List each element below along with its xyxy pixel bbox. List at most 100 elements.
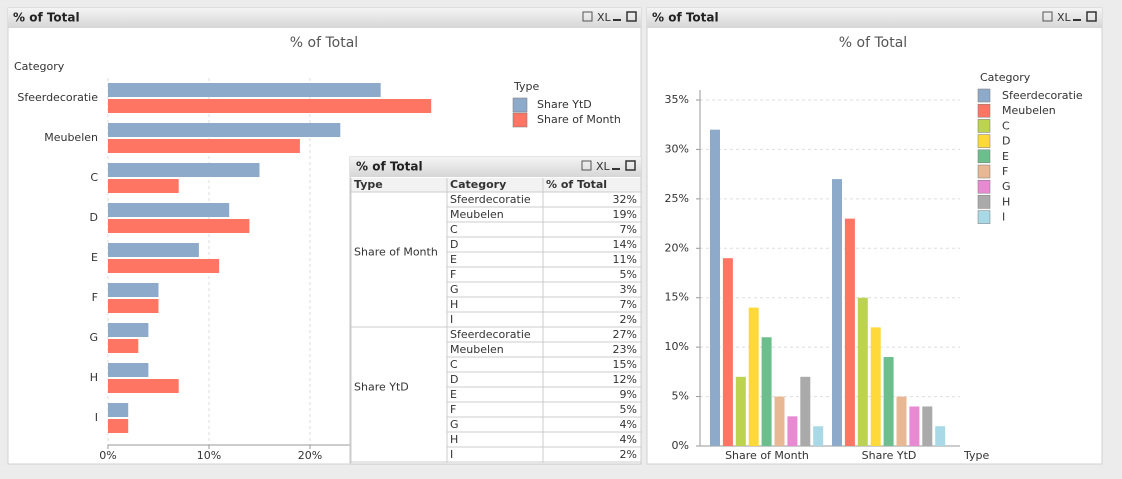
export-icon[interactable]: XL (1057, 11, 1072, 24)
print-icon[interactable] (582, 11, 593, 22)
export-icon[interactable]: XL (597, 11, 612, 24)
print-icon[interactable] (1042, 11, 1053, 22)
bar (922, 406, 933, 446)
cell: F (450, 403, 456, 416)
bar (108, 123, 341, 137)
bar (108, 243, 199, 257)
bar (748, 307, 759, 446)
cell: 14% (613, 238, 637, 251)
window-title: % of Total (356, 160, 423, 174)
legend-label: H (1002, 195, 1010, 208)
cell: 27% (613, 328, 637, 341)
table-header (351, 178, 641, 192)
y-tick-label: G (89, 331, 98, 344)
y-tick-label: H (90, 371, 98, 384)
window-header (350, 157, 641, 177)
x-tick-label: Share of Month (725, 449, 809, 462)
y-tick-label: 5% (672, 390, 689, 403)
cell: 5% (620, 403, 637, 416)
table-window: % of Total XL Type Category % of Total Shar… (349, 156, 642, 465)
cell: 5% (620, 268, 637, 281)
legend-swatch (977, 103, 991, 118)
y-tick-label: D (90, 211, 98, 224)
chart-title: % of Total (839, 35, 907, 51)
x-tick-label: 10% (197, 449, 221, 462)
x-tick-label: 20% (298, 449, 322, 462)
cell: 2% (620, 313, 637, 326)
cell: I (450, 313, 453, 326)
legend-swatch (977, 149, 991, 164)
column-header: % of Total (546, 178, 607, 191)
bar (787, 416, 798, 446)
cell: 9% (620, 388, 637, 401)
bar (108, 323, 149, 337)
chart-title: % of Total (290, 35, 358, 51)
bar (108, 83, 381, 97)
maximize-icon[interactable] (1086, 11, 1097, 22)
column-header: Type (354, 178, 383, 191)
cell: 11% (613, 253, 637, 266)
export-icon[interactable]: XL (596, 160, 611, 173)
y-tick-label: Sfeerdecoratie (17, 91, 98, 104)
minimize-icon[interactable] (612, 168, 620, 170)
bar (870, 327, 881, 446)
bar (108, 339, 139, 353)
bar (800, 376, 811, 446)
axis-label: Type (963, 449, 989, 462)
bar (108, 219, 250, 233)
cell: D (450, 238, 458, 251)
cell: Meubelen (450, 208, 504, 221)
cell: E (450, 253, 457, 266)
bar (108, 179, 179, 193)
bar (108, 299, 159, 313)
bar (108, 259, 220, 273)
legend-title: Category (980, 71, 1031, 84)
window-title: % of Total (13, 11, 80, 25)
minimize-icon[interactable] (1073, 19, 1081, 21)
maximize-icon[interactable] (626, 11, 637, 22)
cell: I (450, 448, 453, 461)
y-tick-label: E (91, 251, 98, 264)
bar (844, 218, 855, 446)
cell: 7% (620, 223, 637, 236)
legend-swatch (977, 88, 991, 103)
window-header (8, 8, 641, 28)
print-icon[interactable] (581, 160, 592, 171)
cell: Sfeerdecoratie (450, 193, 531, 206)
x-tick-label: 0% (99, 449, 116, 462)
bar (108, 139, 300, 153)
bar (896, 396, 907, 446)
legend-swatch (512, 112, 528, 128)
cell: Share of Month (354, 246, 438, 259)
bar (813, 426, 824, 446)
x-tick-label: Share YtD (862, 449, 917, 462)
legend-label: G (1002, 180, 1011, 193)
bar (108, 403, 129, 417)
bar (832, 179, 842, 447)
bar (710, 129, 720, 446)
bar (909, 406, 920, 446)
cell: Share YtD (354, 381, 409, 394)
cell: H (450, 298, 458, 311)
bar (108, 203, 230, 217)
cell: 4% (620, 433, 637, 446)
y-tick-label: 20% (665, 241, 689, 254)
bar (761, 337, 772, 446)
legend-swatch (977, 164, 991, 179)
bar (735, 376, 746, 446)
y-tick-label: 15% (665, 291, 689, 304)
column-header: Category (450, 178, 506, 191)
y-tick-label: 10% (665, 340, 689, 353)
minimize-icon[interactable] (613, 19, 621, 21)
maximize-icon[interactable] (625, 160, 636, 171)
window-title: % of Total (652, 11, 719, 25)
window-header (647, 8, 1102, 28)
legend-title: Type (513, 80, 539, 93)
y-tick-label: Meubelen (44, 131, 98, 144)
legend-swatch (977, 134, 991, 148)
cell: C (450, 358, 458, 371)
bar (108, 419, 129, 433)
cell: 19% (613, 208, 637, 221)
cell: 2% (620, 448, 637, 461)
